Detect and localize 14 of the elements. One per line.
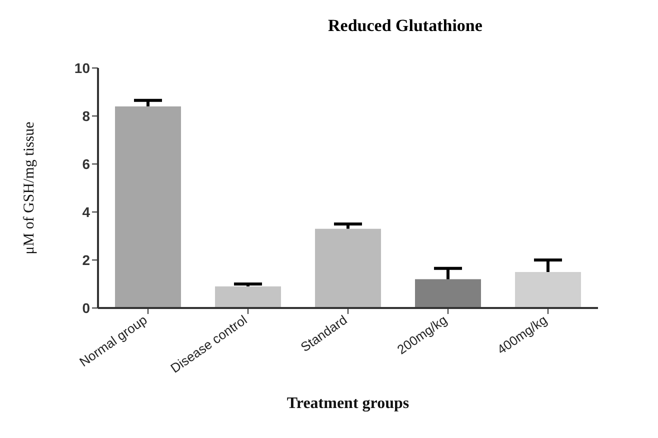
x-axis-title: Treatment groups [286,395,410,412]
y-axis-title: μM of GSH/mg tissue [21,121,38,254]
y-tick-label: 8 [82,108,90,124]
y-tick-label: 0 [82,300,90,316]
bar [415,279,481,308]
y-tick-label: 2 [82,252,90,268]
bar [215,286,281,308]
chart-title: Reduced Glutathione [328,16,482,36]
y-tick-label: 6 [82,156,90,172]
y-tick-label: 10 [74,60,90,76]
bar [515,272,581,308]
y-tick-label: 4 [82,204,90,220]
bar [315,228,381,308]
bar [115,106,181,308]
